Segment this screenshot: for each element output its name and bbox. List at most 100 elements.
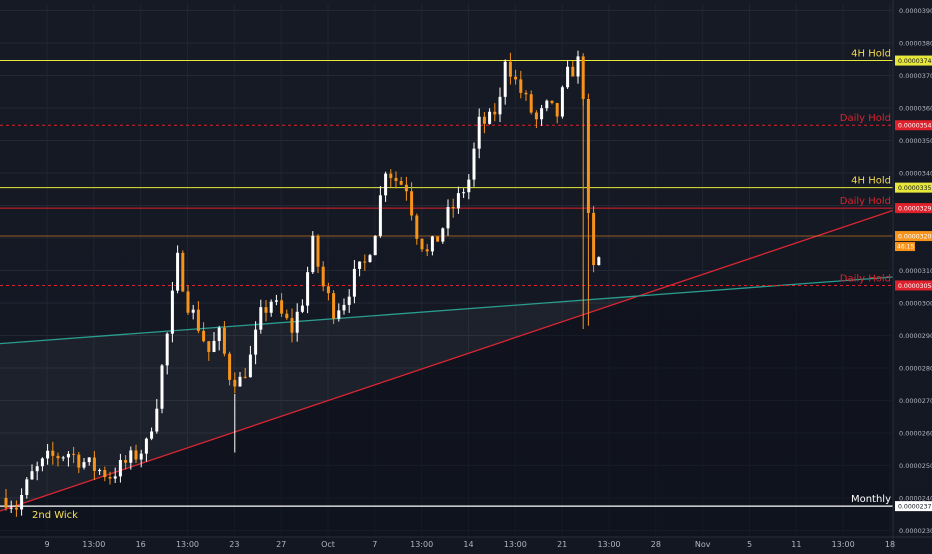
candle-body [373,235,377,256]
candle-body [40,458,44,467]
candle-body [92,457,96,471]
level-name-label: Monthly [851,494,891,505]
level-name-label: 4H Hold [851,176,891,187]
candle-body [498,96,502,115]
candle-body [394,178,398,182]
trendlines [0,209,894,512]
candle-body [20,494,24,510]
time-tick-label: Nov [695,540,711,549]
candle-body [170,290,174,334]
candle-body [514,76,518,80]
time-tick-label: 9 [44,540,49,549]
candle-body [425,249,429,252]
price-tick-label: 0.00002400 [899,495,932,503]
level-price-label: 0.00003054 [898,283,932,290]
time-tick-label: Oct [321,540,335,549]
candle-body [415,215,419,239]
time-tick-label: 13:00 [82,540,105,549]
candle-body [113,476,117,479]
price-tick-label: 0.00002800 [899,365,932,373]
candle-body [77,454,81,468]
candle-body [592,212,596,266]
candle-body [118,460,122,477]
candle-body [274,300,278,302]
level-price-tag [895,203,932,214]
time-tick-label: 23 [229,540,239,549]
level-price-label: 0.00002375 [898,503,932,510]
candle-body [233,379,237,387]
time-tick-label: 18 [885,540,895,549]
candle-body [597,257,601,266]
time-tick-label: 7 [372,540,377,549]
candle-body [488,111,492,124]
price-tick-label: 0.00003600 [899,105,932,113]
price-tick-label: 0.00002700 [899,397,932,405]
candle-body [477,116,481,149]
candle-body [451,206,455,209]
candle-body [14,507,18,510]
candle-body [238,376,242,387]
candle-body [98,470,102,472]
candle-body [519,79,523,93]
candle-body [472,148,476,180]
time-tick-label: 13:00 [176,540,199,549]
candle-body [404,184,408,192]
candle-body [165,333,169,366]
level-price-tag [895,501,932,512]
level-price-tag [895,55,932,66]
candle-body [264,307,268,313]
price-tick-label: 0.00003700 [899,72,932,80]
level-price-label: 0.00003355 [898,185,932,192]
candle-body [321,266,325,287]
candle-body [212,340,216,352]
candle-body [363,261,367,263]
candle-body [555,103,559,117]
trendline-teal [0,276,894,345]
time-tick-label: 13:00 [832,540,855,549]
level-name-label: Daily Hold [840,113,891,124]
candle-body [160,365,164,409]
candle-body [191,309,195,313]
candle-body [280,300,284,314]
candle-body [108,477,112,479]
candle-body [4,498,8,508]
candle-body [82,462,86,468]
candle-body [269,301,273,313]
candle-body [103,470,107,478]
level-price-label: 0.00003547 [898,123,932,130]
candle-body [358,261,362,269]
current-price-tag [895,231,932,242]
candle-body [467,179,471,193]
candle-body [326,286,330,294]
price-tick-label: 0.00002900 [899,332,932,340]
level-price-tag [895,182,932,193]
candle-body [196,309,200,331]
candle-body [290,318,294,333]
candle-body [295,311,299,333]
price-tick-label: 0.00003900 [899,7,932,15]
candle-body [248,354,252,378]
candle-body [222,327,226,354]
level-name-label: Daily Hold [840,273,891,284]
candle-body [529,94,533,113]
candle-body [25,479,29,495]
price-tick-label: 0.00002500 [899,462,932,470]
candle-body [87,457,91,463]
candle-body [456,193,460,209]
time-axis[interactable]: 9 13:00 16 13:00 23 27 Oct 7 13:00 14 13:00 21 13:00… [0,536,932,549]
below-support-shade [0,210,893,537]
candle-body [482,116,486,124]
candle-body [560,87,564,117]
price-axis[interactable]: 0.00003900 0.00003800 0.00003700 0.00003600… [892,0,932,550]
candle-body [493,111,497,115]
level-price-tag [895,280,932,291]
candle-body [540,108,544,120]
candle-body [389,173,393,179]
candle-body [66,453,70,458]
current-price-label: 0.00003206 [898,233,932,240]
candle-body [576,56,580,77]
price-tick-label: 0.00003100 [899,267,932,275]
candle-body [155,408,159,432]
